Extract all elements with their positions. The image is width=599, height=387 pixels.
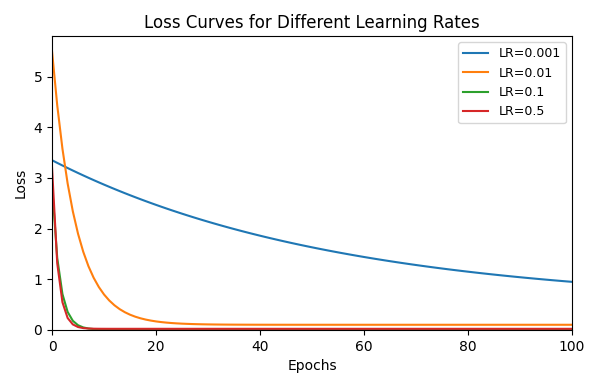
LR=0.1: [361, 327, 368, 332]
Line: LR=0.001: LR=0.001: [52, 160, 572, 282]
LR=0.001: [179, 211, 186, 216]
LR=0.01: [49, 49, 56, 54]
LR=0.1: [443, 327, 450, 332]
LR=0.001: [412, 263, 419, 267]
LR=0.5: [418, 327, 425, 331]
Y-axis label: Loss: Loss: [14, 168, 28, 198]
LR=0.001: [85, 175, 92, 180]
LR=0.1: [49, 183, 56, 188]
LR=0.01: [179, 321, 186, 326]
LR=0.001: [288, 241, 295, 245]
LR=0.5: [85, 326, 92, 331]
Title: Loss Curves for Different Learning Rates: Loss Curves for Different Learning Rates: [144, 14, 480, 32]
LR=0.01: [438, 322, 446, 327]
LR=0.5: [293, 327, 300, 331]
LR=0.5: [288, 327, 295, 331]
LR=0.5: [365, 327, 373, 331]
Line: LR=0.1: LR=0.1: [52, 185, 572, 330]
LR=0.5: [568, 327, 576, 331]
LR=0.1: [371, 327, 378, 332]
LR=0.001: [361, 255, 368, 259]
LR=0.1: [179, 327, 186, 332]
LR=0.1: [288, 327, 295, 332]
LR=0.1: [418, 327, 425, 332]
Legend: LR=0.001, LR=0.01, LR=0.1, LR=0.5: LR=0.001, LR=0.01, LR=0.1, LR=0.5: [458, 43, 565, 123]
LR=0.01: [361, 322, 368, 327]
Line: LR=0.01: LR=0.01: [52, 51, 572, 325]
LR=0.01: [288, 322, 295, 327]
LR=0.1: [568, 327, 576, 332]
Line: LR=0.5: LR=0.5: [52, 168, 572, 329]
LR=0.01: [85, 264, 92, 269]
LR=0.5: [49, 166, 56, 170]
LR=0.001: [438, 266, 446, 271]
LR=0.1: [85, 326, 92, 331]
X-axis label: Epochs: Epochs: [287, 359, 337, 373]
LR=0.01: [412, 322, 419, 327]
LR=0.001: [568, 279, 576, 284]
LR=0.001: [49, 158, 56, 163]
LR=0.5: [179, 327, 186, 331]
LR=0.5: [443, 327, 450, 331]
LR=0.01: [568, 322, 576, 327]
